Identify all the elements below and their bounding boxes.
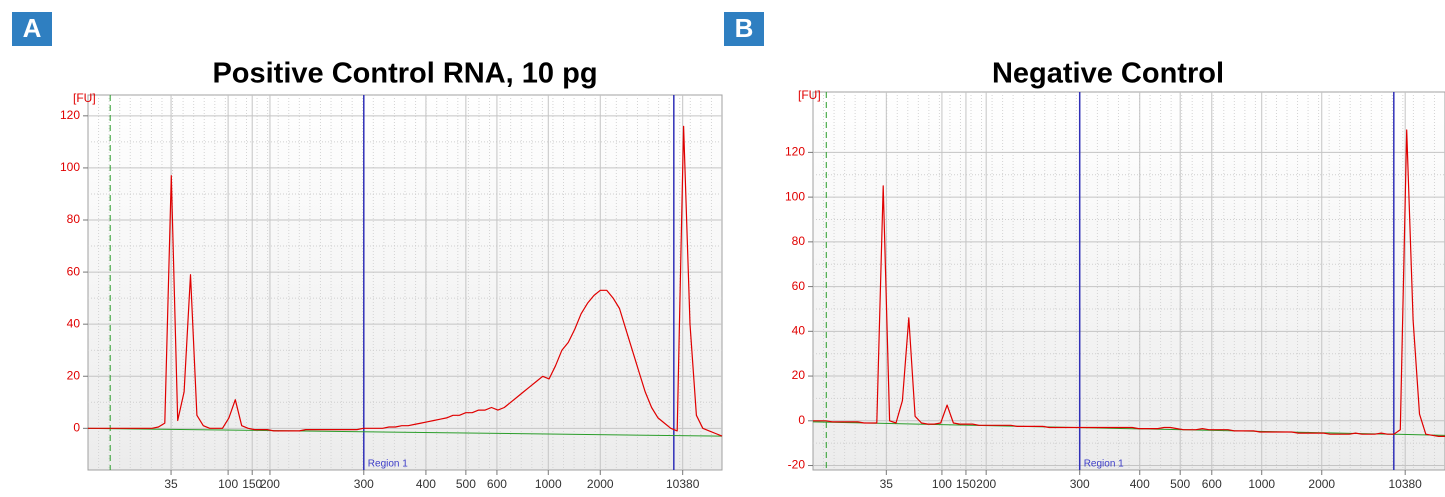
y-tick-label: 100 bbox=[785, 189, 805, 203]
chart-title: Positive Control RNA, 10 pg bbox=[212, 58, 597, 90]
y-tick-label: 120 bbox=[60, 108, 80, 122]
trace bbox=[88, 125, 723, 437]
baseline bbox=[87, 427, 723, 437]
x-tick-label: 200 bbox=[260, 477, 280, 491]
x-tick-label: 400 bbox=[1130, 477, 1150, 491]
x-tick-label: 200 bbox=[976, 477, 996, 491]
x-tick-label: 100 bbox=[218, 477, 238, 491]
x-tick-label: 150 bbox=[956, 477, 976, 491]
panel-label-box bbox=[12, 12, 52, 46]
panel-label: B bbox=[735, 13, 754, 43]
x-tick-label: 500 bbox=[456, 477, 476, 491]
y-axis-label: [FU] bbox=[73, 91, 96, 105]
y-tick-label: 40 bbox=[67, 316, 81, 330]
x-tick-label: 35 bbox=[164, 477, 178, 491]
panel-label: A bbox=[23, 13, 42, 43]
chart-title: Negative Control bbox=[992, 58, 1224, 90]
region-label: Region 1 bbox=[368, 459, 408, 470]
y-tick-label: 60 bbox=[792, 279, 806, 293]
x-tick-label: 10380 bbox=[1388, 477, 1422, 491]
x-tick-label: 300 bbox=[1070, 477, 1090, 491]
y-tick-label: 20 bbox=[67, 368, 81, 382]
x-tick-label: 500 bbox=[1170, 477, 1190, 491]
x-tick-label: 35 bbox=[880, 477, 894, 491]
x-tick-label: 400 bbox=[416, 477, 436, 491]
x-tick-label: 600 bbox=[1202, 477, 1222, 491]
y-tick-label: 120 bbox=[785, 145, 805, 159]
y-tick-label: 80 bbox=[67, 212, 81, 226]
baseline bbox=[812, 421, 1445, 436]
x-tick-label: 1000 bbox=[535, 477, 562, 491]
y-tick-label: 80 bbox=[792, 234, 806, 248]
x-tick-label: 300 bbox=[354, 477, 374, 491]
x-tick-label: 600 bbox=[487, 477, 507, 491]
y-axis-label: [FU] bbox=[798, 88, 821, 102]
y-tick-label: 0 bbox=[73, 421, 80, 435]
panel-label-box bbox=[724, 12, 764, 46]
y-tick-label: 100 bbox=[60, 160, 80, 174]
x-tick-label: 100 bbox=[932, 477, 952, 491]
region-label: Region 1 bbox=[1084, 459, 1124, 470]
x-tick-label: 10380 bbox=[666, 477, 700, 491]
x-tick-label: 1000 bbox=[1248, 477, 1275, 491]
x-tick-label: 2000 bbox=[1308, 477, 1335, 491]
y-tick-label: 0 bbox=[798, 413, 805, 427]
y-tick-label: -20 bbox=[788, 458, 806, 472]
y-tick-label: 20 bbox=[792, 368, 806, 382]
x-tick-label: 2000 bbox=[587, 477, 614, 491]
y-tick-label: 60 bbox=[67, 264, 81, 278]
trace bbox=[813, 129, 1445, 437]
x-tick-label: 150 bbox=[242, 477, 262, 491]
y-tick-label: 40 bbox=[792, 323, 806, 337]
